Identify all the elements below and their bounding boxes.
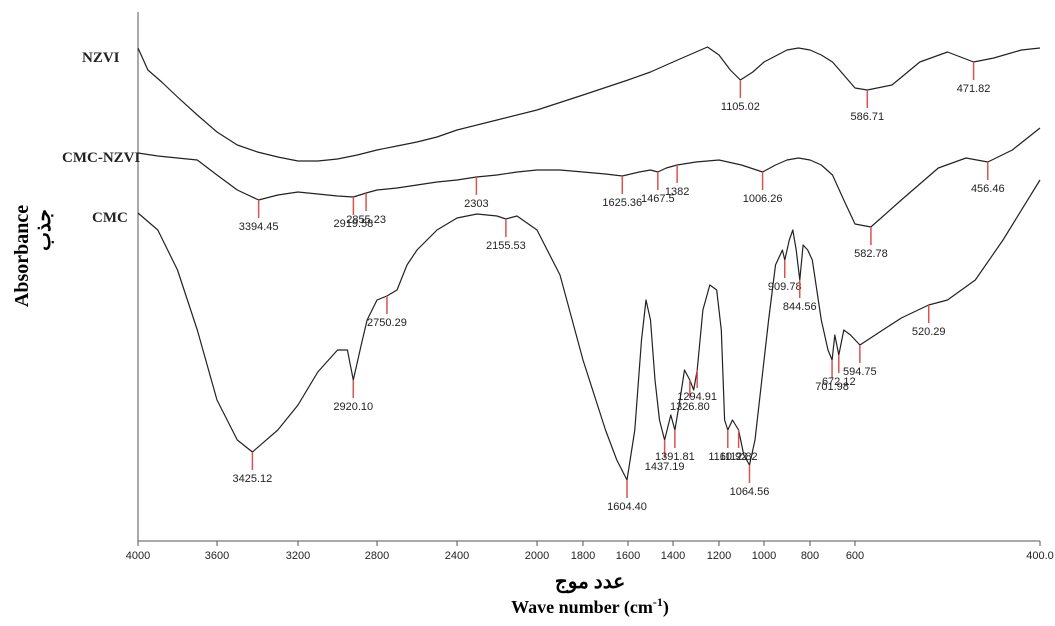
peak-label: 1105.02 (721, 101, 760, 113)
peak-label: 1391.81 (655, 451, 695, 463)
peak-label: 672.12 (822, 376, 856, 388)
series-label-cmc-nzvi: CMC-NZVI (62, 150, 140, 166)
series-layer (137, 46, 1041, 481)
peak-label: 586.71 (850, 111, 884, 123)
x-axis: 4000 3600 3200 2800 2400 2000 1800 1600 1400 1200… (126, 541, 1054, 562)
series-labels: NZVI CMC-NZVI CMC (62, 50, 140, 226)
x-tick-label: 1800 (571, 550, 595, 562)
x-axis-label-text: Wave number (cm (511, 597, 653, 618)
peak-label: 1467.5 (641, 193, 675, 205)
peak-label: 1294.91 (677, 391, 717, 403)
x-tick-label: 1600 (616, 550, 640, 562)
x-tick-label: 2400 (445, 550, 469, 562)
peak-label: 3425.12 (233, 473, 273, 485)
x-axis-label-unit: -1 (653, 595, 663, 609)
peak-label: 2919.58 (334, 218, 374, 230)
y-axis-label: Absorbance (11, 205, 33, 307)
x-tick-label: 1000 (752, 550, 776, 562)
y-axis-label-arabic: جذب (33, 209, 55, 251)
peak-label: 471.82 (957, 83, 991, 95)
peak-markers: 1105.02 586.71 471.82 3394.45 2919.582855.23… (233, 62, 1005, 513)
x-tick-label: 2800 (365, 550, 389, 562)
x-tick-label: 3200 (286, 550, 310, 562)
peak-label: 1326.80 (670, 401, 710, 413)
series-label-nzvi: NZVI (82, 50, 120, 66)
peak-label: 2155.53 (486, 240, 526, 252)
x-tick-label: 2000 (525, 550, 549, 562)
peak-label: 3394.45 (239, 221, 279, 233)
x-tick-label: 4000 (126, 550, 150, 562)
x-axis-label-close: ) (663, 597, 669, 618)
peak-label: 909.78 (768, 281, 802, 293)
peak-label: 1064.56 (730, 486, 770, 498)
peak-label: 1437.19 (645, 461, 685, 473)
peak-label: 701.98 (815, 381, 849, 393)
peak-label: 2920.10 (333, 401, 373, 413)
x-axis-label: Wave number (cm-1) (511, 595, 669, 618)
peak-label: 2303 (464, 198, 488, 210)
peak-label: 1382 (665, 186, 689, 198)
peak-label: 582.78 (854, 248, 888, 260)
series-line-cmc-nzvi (137, 127, 1041, 228)
x-tick-label: 1200 (707, 550, 731, 562)
peak-label: 1006.26 (743, 193, 783, 205)
peak-label: 594.75 (843, 366, 877, 378)
peak-label: 520.29 (912, 326, 946, 338)
peak-label: 2855.23 (346, 214, 386, 226)
peak-label: 1112.82 (720, 451, 758, 463)
peak-label: 456.46 (971, 183, 1005, 195)
x-tick-label: 400.0 (1026, 550, 1054, 562)
x-axis-label-arabic: عدد موج (555, 571, 625, 594)
series-line-cmc (137, 179, 1041, 481)
peak-label: 844.56 (783, 301, 817, 313)
plot-frame (137, 12, 1040, 542)
x-tick-label: 1400 (661, 550, 685, 562)
x-tick-label: 800 (801, 550, 819, 562)
peak-label: 1160.92 (708, 451, 747, 463)
series-line-nzvi (137, 46, 1041, 162)
series-label-cmc: CMC (92, 210, 128, 226)
peak-label: 2750.29 (367, 317, 407, 329)
peak-label: 1625.36 (602, 197, 642, 209)
x-tick-label: 3600 (205, 550, 229, 562)
x-tick-label: 600 (846, 550, 864, 562)
peak-label: 1604.40 (607, 501, 647, 513)
